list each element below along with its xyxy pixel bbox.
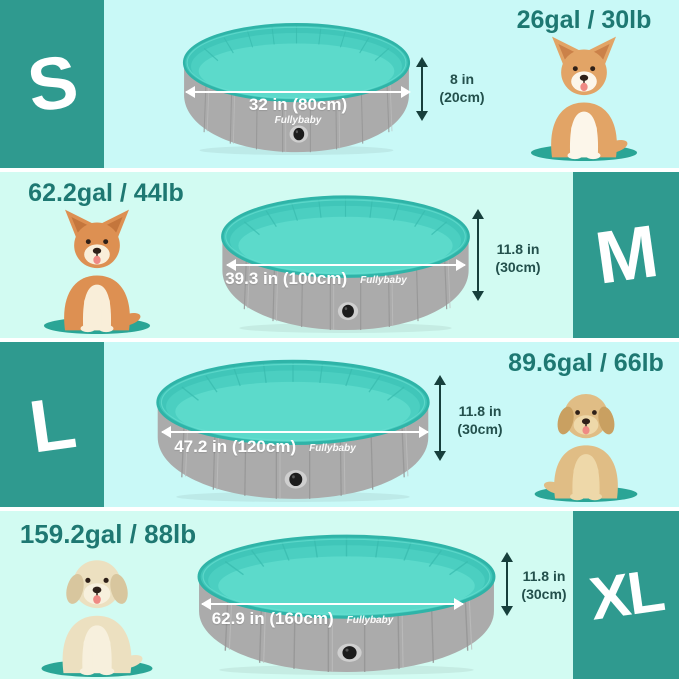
capacity-label: 89.6gal / 66lb bbox=[508, 349, 664, 377]
height-label: 11.8 in (30cm) bbox=[485, 240, 551, 276]
height-inches: 11.8 in bbox=[522, 568, 566, 584]
size-badge-s: S bbox=[0, 0, 104, 168]
size-label-l: L bbox=[24, 379, 80, 469]
diameter-label-group: 39.3 in (100cm) Fullybaby bbox=[197, 269, 435, 289]
diameter-value: 62.9 in (160cm) bbox=[211, 609, 334, 628]
capacity-label: 62.2gal / 44lb bbox=[28, 179, 184, 207]
dog-figure-shiba-inu bbox=[36, 206, 158, 334]
diameter-label-group: 47.2 in (120cm) Fullybaby bbox=[132, 437, 398, 457]
capacity-label: 26gal / 30lb bbox=[516, 6, 652, 34]
width-measure-arrow bbox=[226, 258, 466, 271]
size-row-m: 62.2gal / 44lb 39.3 in (100cm) Fullybaby… bbox=[0, 172, 679, 338]
pool-graphic bbox=[156, 359, 430, 503]
height-centimeters: (30cm) bbox=[457, 421, 503, 438]
pool-illustration-xl bbox=[195, 524, 498, 676]
dog-figure-golden-retriever bbox=[524, 378, 648, 502]
width-measure-arrow bbox=[185, 85, 411, 98]
width-measure-arrow bbox=[201, 597, 464, 610]
diameter-label-group: 32 in (80cm) Fullybaby bbox=[186, 95, 410, 126]
height-measure-arrow bbox=[433, 375, 446, 461]
height-centimeters: (30cm) bbox=[495, 259, 541, 276]
height-label: 11.8 in (30cm) bbox=[447, 402, 513, 438]
size-badge-m: M bbox=[573, 172, 679, 338]
diameter-label-group: 62.9 in (160cm) Fullybaby bbox=[172, 609, 433, 629]
labrador-illustration bbox=[40, 559, 154, 677]
diameter-value: 39.3 in (100cm) bbox=[225, 269, 348, 288]
height-inches: 11.8 in bbox=[496, 241, 540, 257]
golden-retriever-illustration bbox=[533, 393, 639, 502]
pool-illustration-l bbox=[154, 349, 432, 503]
dog-figure-labrador bbox=[33, 543, 161, 677]
pool-graphic bbox=[182, 23, 411, 156]
pool-illustration-s bbox=[181, 13, 412, 156]
pool-graphic bbox=[220, 195, 471, 334]
corgi-illustration bbox=[530, 35, 638, 161]
height-centimeters: (30cm) bbox=[521, 586, 567, 603]
diameter-value: 32 in (80cm) bbox=[248, 95, 348, 114]
brand-logo: Fullybaby bbox=[360, 275, 407, 286]
height-inches: 11.8 in bbox=[458, 403, 502, 419]
size-label-s: S bbox=[22, 39, 82, 128]
size-row-l: L 47.2 in (120cm) Fullybaby 11.8 in (30c… bbox=[0, 342, 679, 507]
diameter-value: 47.2 in (120cm) bbox=[174, 437, 297, 456]
size-badge-l: L bbox=[0, 342, 104, 507]
brand-logo: Fullybaby bbox=[346, 615, 394, 626]
height-measure-arrow bbox=[500, 552, 513, 616]
height-inches: 8 in bbox=[449, 71, 475, 87]
size-badge-xl: XL bbox=[573, 511, 679, 679]
height-centimeters: (20cm) bbox=[439, 89, 485, 106]
pool-graphic bbox=[197, 534, 496, 676]
size-label-m: M bbox=[590, 209, 662, 300]
pool-illustration-m bbox=[219, 185, 472, 334]
size-row-s: S 32 in (80cm) Fullybaby 8 in (20cm) 26g… bbox=[0, 0, 679, 168]
height-label: 8 in (20cm) bbox=[429, 70, 495, 106]
height-measure-arrow bbox=[471, 209, 484, 301]
size-label-xl: XL bbox=[585, 556, 667, 633]
height-measure-arrow bbox=[415, 57, 428, 121]
height-label: 11.8 in (30cm) bbox=[509, 567, 579, 603]
dog-figure-corgi bbox=[521, 33, 647, 161]
width-measure-arrow bbox=[161, 425, 429, 438]
capacity-label: 159.2gal / 88lb bbox=[19, 519, 197, 549]
size-row-xl: 159.2gal / 88lb 62.9 in (160cm) Fullybab… bbox=[0, 511, 679, 679]
brand-logo: Fullybaby bbox=[309, 443, 356, 454]
shiba-inu-illustration bbox=[43, 208, 151, 334]
brand-logo: Fullybaby bbox=[274, 115, 322, 126]
